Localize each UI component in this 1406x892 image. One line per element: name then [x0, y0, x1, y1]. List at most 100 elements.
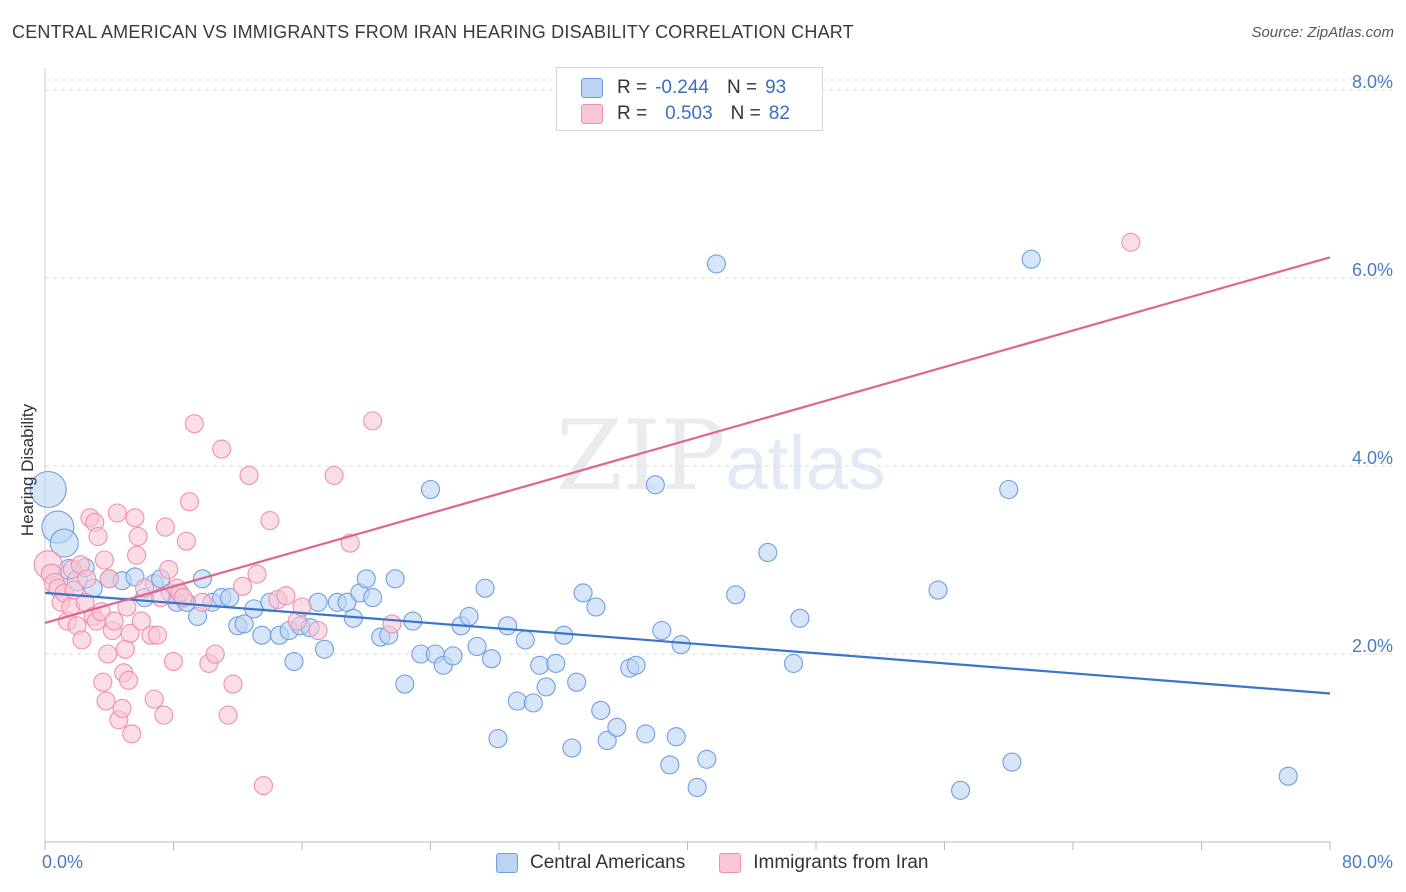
point-central-americans [591, 700, 611, 720]
point-iran [212, 439, 232, 459]
point-central-americans [1278, 766, 1298, 786]
point-iran [88, 526, 108, 547]
point-iran [363, 411, 383, 431]
point-central-americans [562, 738, 582, 758]
point-central-americans [660, 755, 680, 775]
point-central-americans [706, 254, 726, 274]
stats-legend: R = -0.244 N = 93 R = 0.503 N = 82 [556, 67, 823, 131]
point-central-americans [1021, 249, 1041, 269]
point-iran [128, 526, 148, 547]
point-iran [118, 670, 139, 690]
point-central-americans [234, 614, 254, 634]
point-central-americans [783, 653, 804, 673]
series-legend: Central Americans Immigrants from Iran [496, 852, 963, 874]
point-iran [120, 623, 140, 643]
point-central-americans [385, 569, 405, 589]
y-tick-label: 6.0% [1352, 260, 1393, 280]
point-central-americans [467, 636, 487, 657]
point-central-americans [523, 693, 543, 713]
point-iran [94, 550, 114, 570]
source-label: Source: ZipAtlas.com [1251, 24, 1394, 41]
point-central-americans [356, 569, 376, 589]
n-label: N = [726, 77, 758, 98]
point-central-americans [951, 780, 971, 800]
point-iran [382, 614, 402, 634]
point-central-americans [49, 528, 79, 558]
point-iran [104, 611, 124, 631]
point-iran [324, 465, 344, 485]
point-iran [180, 492, 200, 512]
point-iran [117, 597, 137, 617]
point-central-americans [573, 583, 593, 603]
point-central-americans [475, 578, 495, 598]
n-label: N = [730, 103, 761, 124]
point-central-americans [999, 479, 1019, 500]
point-central-americans [252, 625, 272, 645]
point-central-americans [515, 630, 535, 650]
point-iran [147, 625, 167, 645]
point-iran [93, 672, 113, 692]
point-central-americans [554, 625, 574, 645]
point-central-americans [488, 729, 508, 749]
point-iran [173, 588, 193, 608]
point-central-americans [636, 724, 656, 744]
point-central-americans [546, 653, 566, 673]
legend-swatch-central-americans [496, 853, 518, 873]
point-iran [72, 630, 92, 650]
point-iran [99, 569, 119, 589]
swatch-iran [581, 104, 603, 124]
point-central-americans [645, 475, 665, 495]
point-iran [96, 691, 116, 711]
point-iran [125, 508, 145, 528]
point-central-americans [459, 606, 479, 626]
point-iran [163, 651, 184, 672]
point-central-americans [652, 620, 672, 641]
legend-swatch-iran [719, 853, 742, 873]
point-iran [1121, 232, 1141, 252]
point-central-americans [586, 597, 606, 617]
point-iran [247, 564, 267, 584]
point-central-americans [687, 777, 707, 798]
point-iran [184, 414, 204, 434]
r-label: R = [617, 77, 648, 98]
point-central-americans [363, 588, 383, 608]
y-tick-label: 4.0% [1352, 448, 1393, 468]
legend-label-central-americans: Central Americans [530, 852, 686, 873]
point-central-americans [697, 749, 717, 769]
r-value: -0.244 [655, 77, 709, 98]
point-central-americans [314, 639, 335, 659]
point-iran [176, 531, 196, 551]
y-tick-label: 8.0% [1352, 72, 1393, 92]
legend-item-central-americans[interactable]: Central Americans [496, 852, 685, 874]
point-central-americans [726, 585, 746, 605]
point-iran [218, 705, 238, 725]
swatch-central-americans [581, 78, 603, 98]
point-central-americans [507, 691, 527, 711]
point-iran [233, 576, 253, 596]
point-iran [192, 592, 212, 612]
point-central-americans [536, 677, 556, 697]
point-iran [115, 639, 135, 659]
y-tick-label: 2.0% [1352, 636, 1393, 656]
x-tick-label: 0.0% [42, 852, 83, 872]
point-iran [107, 503, 127, 523]
point-iran [260, 510, 280, 531]
r-label: R = [617, 103, 648, 124]
legend-item-iran[interactable]: Immigrants from Iran [719, 852, 929, 874]
stats-row-iran: R = 0.503 N = 82 [581, 102, 790, 126]
legend-label-iran: Immigrants from Iran [753, 852, 929, 873]
point-iran [308, 620, 328, 641]
point-iran [155, 517, 176, 537]
point-iran [159, 559, 179, 579]
point-iran [223, 674, 243, 694]
point-central-americans [420, 479, 441, 500]
point-central-americans [666, 727, 686, 747]
point-iran [77, 569, 97, 589]
n-value: 93 [765, 77, 787, 98]
point-central-americans [758, 542, 778, 563]
point-iran [340, 533, 360, 553]
point-iran [144, 689, 164, 709]
point-central-americans [481, 649, 502, 669]
point-iran [112, 698, 132, 719]
trendline-central-americans [44, 591, 1331, 695]
